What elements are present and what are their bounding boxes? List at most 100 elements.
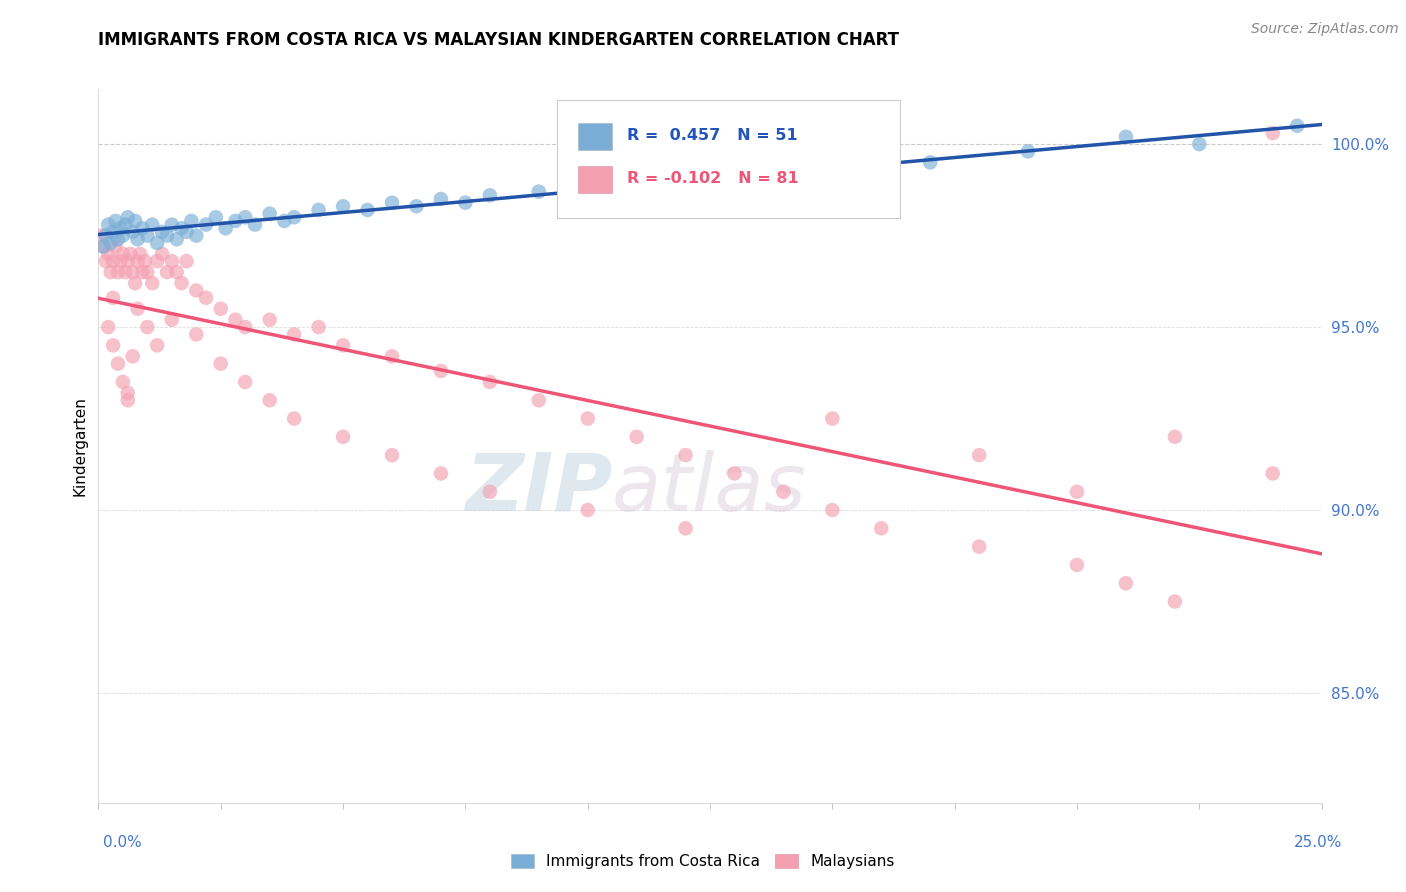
Point bbox=[121, 349, 143, 363]
Point bbox=[405, 199, 427, 213]
Point bbox=[967, 448, 990, 462]
Point bbox=[1261, 467, 1284, 481]
Point bbox=[233, 320, 256, 334]
Text: R = -0.102   N = 81: R = -0.102 N = 81 bbox=[627, 171, 799, 186]
Point bbox=[626, 430, 648, 444]
Point bbox=[356, 202, 378, 217]
Point bbox=[100, 235, 122, 250]
Point bbox=[110, 221, 132, 235]
Point bbox=[97, 218, 120, 232]
Point bbox=[454, 195, 477, 210]
Point bbox=[134, 254, 156, 268]
FancyBboxPatch shape bbox=[578, 166, 612, 193]
Point bbox=[259, 312, 281, 326]
Point bbox=[97, 320, 120, 334]
Point bbox=[243, 218, 266, 232]
Point bbox=[121, 265, 143, 279]
Point bbox=[209, 357, 232, 371]
Point bbox=[821, 503, 844, 517]
Point bbox=[576, 503, 599, 517]
Point bbox=[146, 254, 169, 268]
Point bbox=[1164, 594, 1187, 608]
Y-axis label: Kindergarten: Kindergarten bbox=[72, 396, 87, 496]
Point bbox=[131, 221, 153, 235]
Point bbox=[91, 239, 114, 253]
Point bbox=[127, 301, 149, 316]
Point bbox=[94, 228, 117, 243]
Point bbox=[117, 393, 139, 408]
Point bbox=[381, 448, 404, 462]
Point bbox=[273, 214, 295, 228]
Point bbox=[186, 228, 208, 243]
Point bbox=[136, 228, 159, 243]
Text: 25.0%: 25.0% bbox=[1295, 836, 1343, 850]
Point bbox=[195, 291, 218, 305]
Point bbox=[381, 195, 404, 210]
Point bbox=[150, 247, 173, 261]
Point bbox=[259, 206, 281, 220]
Point bbox=[124, 276, 146, 290]
Point bbox=[110, 254, 132, 268]
Point bbox=[308, 320, 330, 334]
Point bbox=[308, 202, 330, 217]
Point bbox=[1066, 484, 1088, 499]
Point bbox=[283, 327, 305, 342]
Point bbox=[101, 225, 124, 239]
Point bbox=[176, 225, 198, 239]
Point bbox=[205, 211, 228, 225]
Point bbox=[478, 484, 501, 499]
Point bbox=[166, 265, 188, 279]
Point bbox=[772, 484, 794, 499]
Point bbox=[94, 254, 117, 268]
Point bbox=[136, 265, 159, 279]
Point bbox=[186, 284, 208, 298]
Point bbox=[723, 174, 745, 188]
Point bbox=[104, 239, 127, 253]
Point bbox=[1188, 137, 1211, 152]
Point bbox=[117, 211, 139, 225]
Point bbox=[821, 411, 844, 425]
Point bbox=[478, 375, 501, 389]
Point bbox=[146, 235, 169, 250]
Point bbox=[430, 467, 453, 481]
Point bbox=[1286, 119, 1309, 133]
Point bbox=[186, 327, 208, 342]
Point bbox=[259, 393, 281, 408]
Point bbox=[107, 232, 129, 246]
Point bbox=[127, 232, 149, 246]
Point bbox=[209, 301, 232, 316]
Point bbox=[170, 221, 193, 235]
Point bbox=[430, 192, 453, 206]
Point bbox=[1115, 129, 1137, 144]
Point bbox=[156, 228, 179, 243]
Point bbox=[90, 228, 112, 243]
Text: 0.0%: 0.0% bbox=[103, 836, 142, 850]
Point bbox=[1066, 558, 1088, 572]
Point bbox=[967, 540, 990, 554]
Text: IMMIGRANTS FROM COSTA RICA VS MALAYSIAN KINDERGARTEN CORRELATION CHART: IMMIGRANTS FROM COSTA RICA VS MALAYSIAN … bbox=[98, 31, 900, 49]
Point bbox=[129, 247, 152, 261]
Text: Source: ZipAtlas.com: Source: ZipAtlas.com bbox=[1251, 22, 1399, 37]
Point bbox=[114, 218, 136, 232]
Point bbox=[176, 254, 198, 268]
Point bbox=[111, 247, 134, 261]
Point bbox=[527, 185, 550, 199]
Point bbox=[180, 214, 202, 228]
Point bbox=[195, 218, 218, 232]
Point bbox=[332, 199, 354, 213]
Point bbox=[111, 375, 134, 389]
Point bbox=[146, 338, 169, 352]
Point bbox=[97, 247, 120, 261]
Point bbox=[1261, 126, 1284, 140]
Point bbox=[723, 467, 745, 481]
Point bbox=[214, 221, 236, 235]
Point bbox=[156, 265, 179, 279]
Point bbox=[117, 386, 139, 401]
FancyBboxPatch shape bbox=[578, 123, 612, 150]
Text: atlas: atlas bbox=[612, 450, 807, 528]
Point bbox=[166, 232, 188, 246]
Point bbox=[160, 254, 183, 268]
Point bbox=[160, 312, 183, 326]
Point bbox=[91, 239, 114, 253]
Point bbox=[576, 411, 599, 425]
